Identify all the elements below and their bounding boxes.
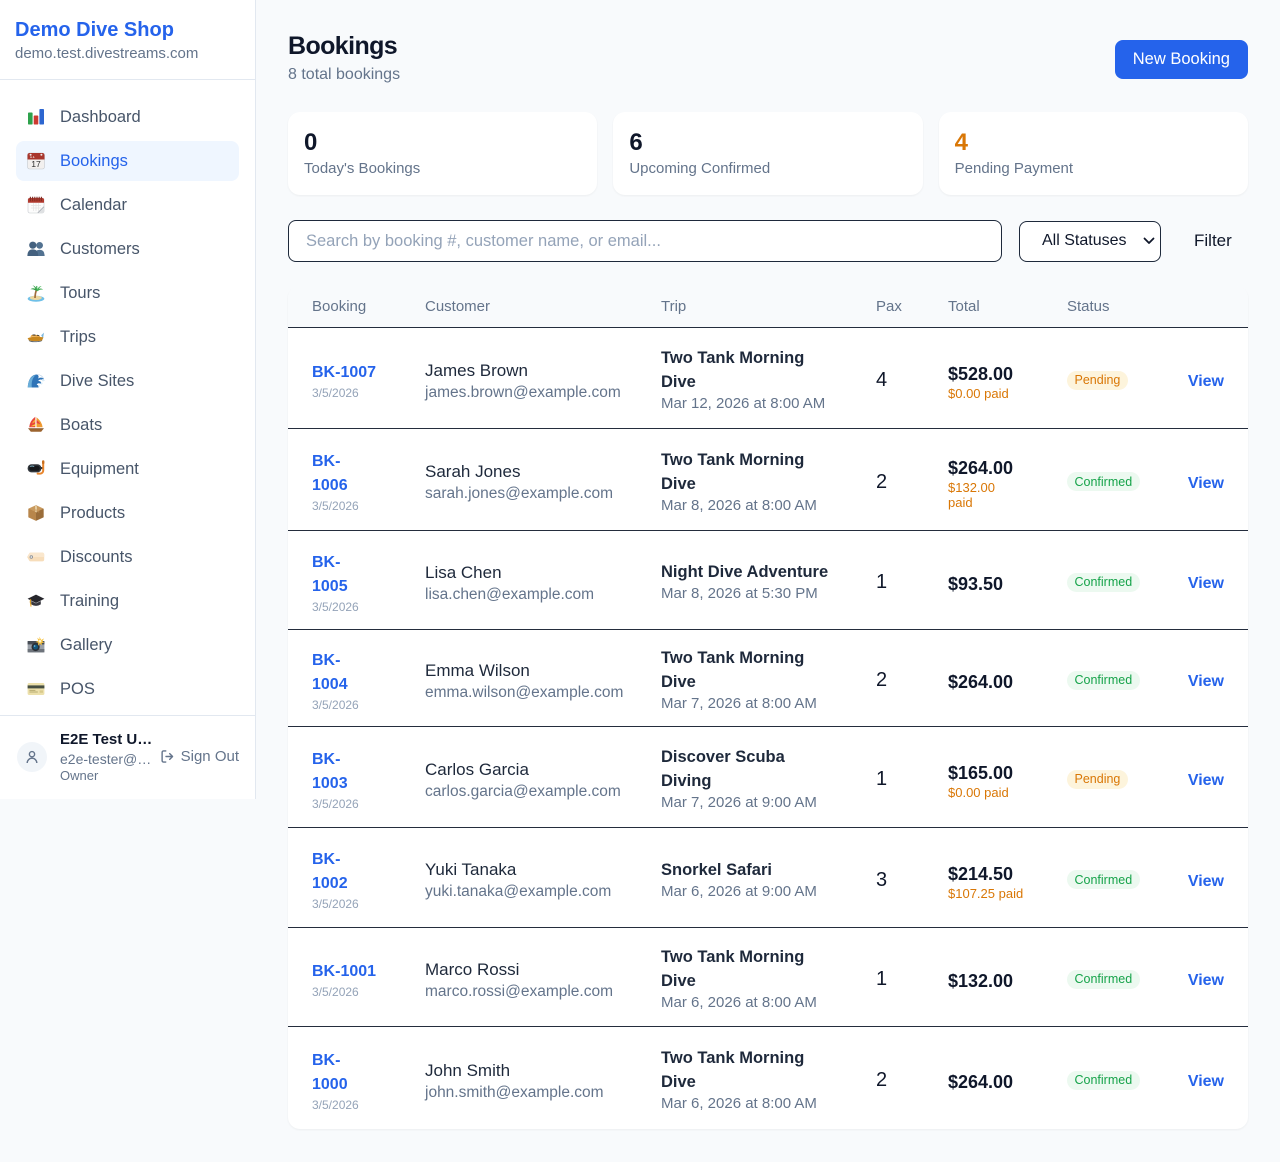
svg-text:17: 17 xyxy=(31,159,41,169)
